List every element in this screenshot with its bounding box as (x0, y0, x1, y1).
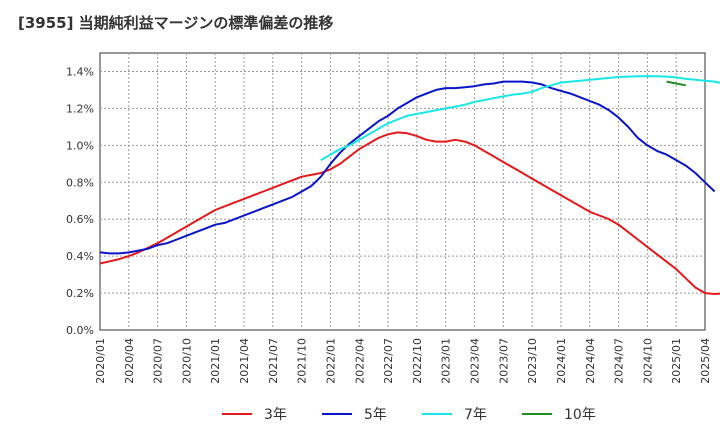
x-tick-label: 2022/04 (353, 338, 366, 384)
x-tick-label: 2023/07 (497, 338, 510, 384)
plot-area (99, 52, 706, 331)
y-tick-label: 1.0% (66, 139, 94, 152)
chart-title: [3955] 当期純利益マージンの標準偏差の推移 (18, 14, 334, 32)
x-tick-label: 2022/07 (382, 338, 395, 384)
x-axis-tick-labels: 2020/01 2020/04 2020/07 2020/10 2021/01 2021/… (94, 338, 712, 384)
y-tick-label: 0.0% (66, 324, 94, 337)
y-tick-label: 0.8% (66, 176, 94, 189)
x-tick-label: 2023/04 (469, 338, 482, 384)
y-tick-label: 0.6% (66, 213, 94, 226)
y-tick-label: 0.4% (66, 250, 94, 263)
legend-label: 3年 (264, 407, 287, 423)
x-tick-label: 2021/01 (209, 338, 222, 384)
x-tick-label: 2024/10 (641, 338, 654, 384)
series-line (99, 131, 720, 295)
x-tick-label: 2025/04 (699, 338, 712, 384)
y-tick-label: 1.2% (66, 102, 94, 115)
legend: 3年 5年 7年 10年 (222, 407, 596, 423)
x-tick-label: 2021/10 (296, 338, 309, 384)
x-tick-label: 2020/07 (152, 338, 165, 384)
x-tick-label: 2025/01 (670, 338, 683, 384)
x-tick-label: 2020/04 (123, 338, 136, 384)
x-tick-label: 2023/01 (440, 338, 453, 384)
series-line (320, 75, 720, 161)
y-tick-label: 0.2% (66, 287, 94, 300)
legend-label: 7年 (464, 407, 487, 423)
x-tick-label: 2024/04 (584, 338, 597, 384)
series-line (99, 80, 716, 255)
x-tick-label: 2024/07 (613, 338, 626, 384)
x-tick-label: 2022/10 (411, 338, 424, 384)
x-tick-label: 2021/04 (238, 338, 251, 384)
x-tick-label: 2020/01 (94, 338, 107, 384)
legend-label: 10年 (564, 407, 596, 423)
x-tick-label: 2024/01 (555, 338, 568, 384)
x-tick-label: 2022/01 (324, 338, 337, 384)
x-tick-label: 2020/10 (180, 338, 193, 384)
x-tick-label: 2023/10 (526, 338, 539, 384)
legend-label: 5年 (364, 407, 387, 423)
y-axis-tick-labels: 0.0% 0.2% 0.4% 0.6% 0.8% 1.0% 1.2% 1.4% (66, 65, 94, 337)
series-line (666, 80, 686, 87)
y-tick-label: 1.4% (66, 65, 94, 78)
series-lines (99, 75, 720, 295)
x-tick-label: 2021/07 (267, 338, 280, 384)
